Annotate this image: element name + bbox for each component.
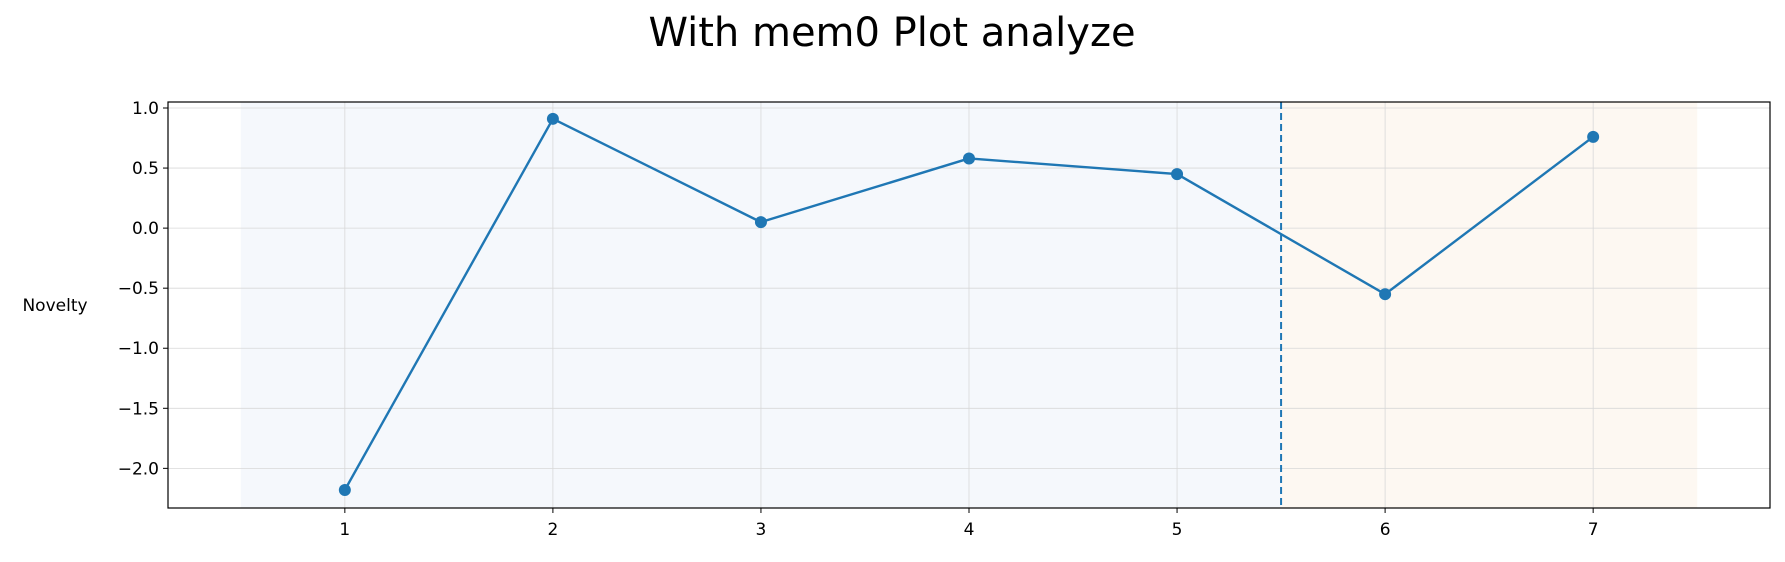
data-point — [338, 483, 351, 496]
chart-title: With mem0 Plot analyze — [648, 10, 1135, 56]
x-tick-label: 6 — [1380, 520, 1391, 540]
y-axis-label: Novelty — [22, 296, 87, 316]
data-point — [1171, 168, 1184, 181]
y-tick-label: −1.0 — [118, 339, 159, 359]
shaded-region-2 — [1281, 102, 1698, 508]
data-point — [546, 112, 559, 125]
x-tick-label: 4 — [964, 520, 975, 540]
x-tick-label: 3 — [756, 520, 767, 540]
data-point — [963, 152, 975, 165]
y-tick-label: −1.5 — [118, 399, 159, 419]
y-tick-label: 0.0 — [132, 219, 159, 239]
x-tick-label: 5 — [1172, 520, 1183, 540]
data-point — [754, 216, 767, 229]
y-tick-label: −0.5 — [118, 279, 159, 299]
data-point — [1587, 130, 1600, 143]
data-point — [1379, 288, 1392, 301]
plot-area: 1 2 3 4 5 6 7 1.0 0.5 0.0 −0.5 −1.0 −1.5 −2.0 — [118, 99, 1771, 540]
x-tick-label: 1 — [339, 520, 350, 540]
y-tick-label: 1.0 — [132, 99, 159, 119]
y-tick-label: −2.0 — [118, 459, 159, 479]
x-tick-label: 2 — [547, 520, 558, 540]
x-tick-label: 7 — [1588, 520, 1599, 540]
y-tick-label: 0.5 — [132, 159, 159, 179]
